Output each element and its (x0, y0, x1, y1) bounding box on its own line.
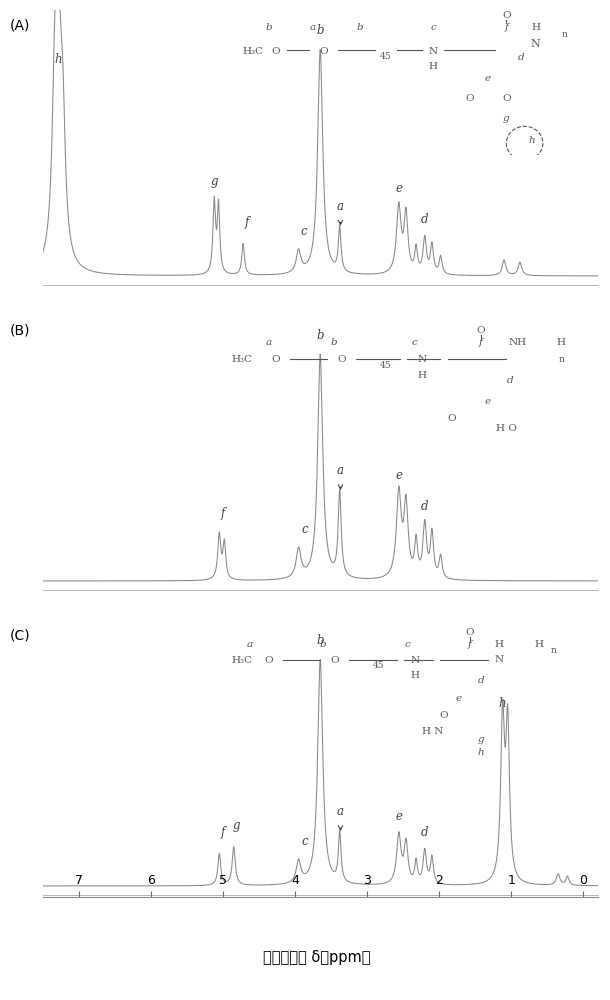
Text: g: g (478, 735, 484, 744)
Text: e: e (395, 469, 403, 482)
Text: N: N (429, 47, 437, 56)
Text: H: H (495, 640, 503, 649)
Text: n: n (551, 646, 557, 655)
Text: e: e (456, 694, 462, 703)
Text: f: f (504, 23, 508, 32)
Text: c: c (404, 640, 411, 649)
Text: n: n (562, 30, 568, 39)
Text: f: f (221, 826, 225, 839)
Text: O: O (447, 414, 456, 423)
Text: H₃C: H₃C (232, 656, 253, 665)
Text: O: O (502, 11, 511, 20)
Text: b: b (357, 23, 363, 32)
Text: O: O (319, 47, 328, 56)
Text: b: b (317, 329, 324, 342)
Text: d: d (507, 376, 513, 385)
Text: e: e (485, 74, 491, 83)
Text: a: a (309, 23, 315, 32)
Text: d: d (421, 500, 429, 513)
Text: O: O (264, 656, 273, 665)
Text: c: c (300, 225, 307, 238)
Text: O: O (465, 94, 474, 103)
Text: O: O (502, 94, 511, 103)
Text: 45: 45 (379, 52, 392, 61)
Text: N: N (411, 656, 419, 665)
Text: c: c (301, 835, 307, 848)
Text: H N: H N (422, 727, 444, 736)
Text: f: f (479, 338, 483, 347)
Text: c: c (430, 23, 436, 32)
Text: h: h (499, 697, 506, 710)
Text: N: N (418, 355, 426, 364)
Text: H: H (531, 23, 540, 32)
Text: n: n (558, 355, 564, 364)
Text: 45: 45 (372, 661, 384, 670)
Text: H: H (557, 338, 565, 347)
Text: H O: H O (496, 424, 517, 433)
Text: e: e (485, 397, 491, 406)
Text: g: g (210, 175, 218, 188)
Text: O: O (465, 628, 474, 637)
Text: a: a (337, 805, 344, 818)
Text: g: g (232, 819, 240, 832)
Text: NH: NH (508, 338, 526, 347)
Text: N: N (531, 39, 540, 49)
Text: O: O (337, 355, 346, 364)
Text: c: c (301, 523, 307, 536)
Text: (B): (B) (9, 323, 30, 337)
Text: O: O (440, 710, 448, 720)
Text: d: d (518, 53, 524, 62)
Text: c: c (412, 338, 418, 347)
Text: h: h (478, 748, 484, 757)
Text: O: O (271, 47, 280, 56)
Text: (C): (C) (9, 628, 30, 642)
Text: b: b (317, 24, 324, 37)
Text: f: f (468, 640, 472, 649)
Text: O: O (271, 355, 280, 364)
Text: O: O (330, 656, 339, 665)
Text: e: e (395, 182, 403, 195)
Text: (A): (A) (9, 18, 30, 32)
Text: a: a (337, 200, 344, 213)
Text: b: b (331, 338, 337, 347)
Text: H: H (411, 671, 419, 680)
Text: e: e (395, 810, 403, 823)
Text: b: b (320, 640, 326, 649)
Text: a: a (337, 464, 344, 477)
Text: 45: 45 (379, 361, 392, 370)
Text: H₃C: H₃C (243, 47, 264, 56)
Text: d: d (421, 213, 429, 226)
Text: O: O (476, 326, 485, 335)
Text: b: b (265, 23, 271, 32)
Text: a: a (265, 338, 271, 347)
Text: H: H (418, 371, 426, 380)
Text: f: f (245, 216, 249, 229)
Text: 氢化学位移 δ（ppm）: 氢化学位移 δ（ppm） (264, 950, 371, 965)
Text: H₃C: H₃C (232, 355, 253, 364)
Text: g: g (503, 114, 509, 123)
Text: a: a (247, 640, 253, 649)
Text: H: H (429, 62, 437, 71)
Text: d: d (478, 676, 484, 685)
Text: f: f (221, 507, 225, 520)
Text: H: H (535, 640, 544, 649)
Text: h: h (529, 136, 535, 145)
Text: h: h (55, 53, 62, 66)
Text: b: b (317, 634, 324, 647)
Text: d: d (421, 826, 429, 839)
Text: N: N (495, 655, 503, 664)
